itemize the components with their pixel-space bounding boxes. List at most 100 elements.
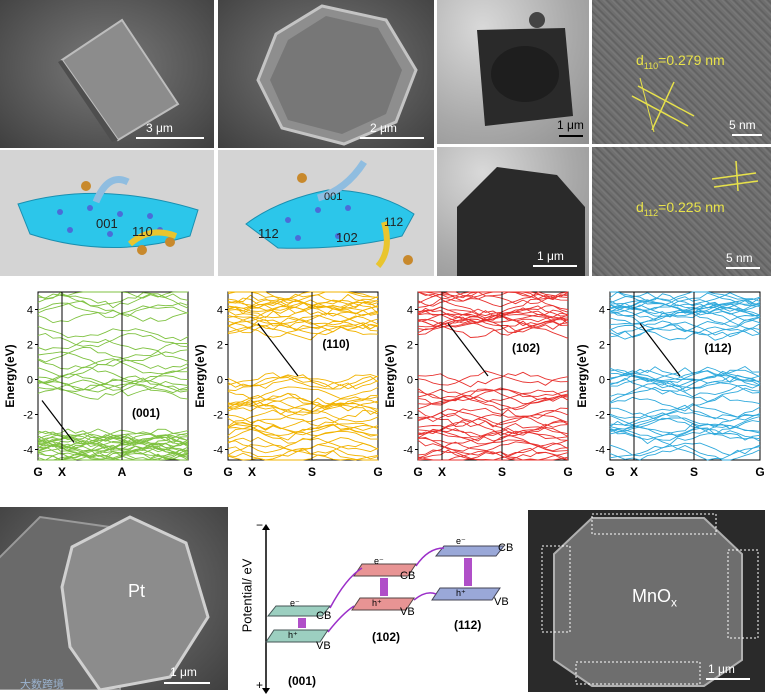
band-line (417, 308, 569, 325)
band-line (38, 450, 189, 461)
sem-image-pt: Pt 1 μm (0, 507, 228, 690)
kpoint-label: G (223, 465, 232, 479)
svg-text:001: 001 (324, 191, 342, 203)
band-line (37, 436, 189, 453)
y-tick-label: 2 (27, 340, 33, 352)
band-line (609, 303, 761, 317)
band-line (227, 319, 379, 335)
band-line (417, 427, 569, 442)
transition-arrow (257, 323, 299, 377)
kpoint-label: S (690, 465, 698, 479)
band-line (609, 319, 761, 336)
band-line (609, 377, 761, 395)
band-line (227, 408, 379, 423)
band-line (609, 370, 761, 388)
band-line (609, 429, 761, 446)
band-line (609, 312, 761, 327)
y-tick-label: 0 (599, 375, 605, 387)
y-tick-label: 0 (217, 375, 223, 387)
band-line (609, 412, 761, 428)
y-tick-label: -2 (403, 410, 413, 422)
y-tick-label: -2 (595, 410, 605, 422)
band-line (37, 428, 189, 444)
band-line (37, 300, 189, 317)
band-line (417, 394, 569, 411)
level-001-e: e⁻ (290, 598, 300, 608)
band-line (227, 320, 379, 338)
band-line (37, 443, 189, 460)
schematic-minus: − (256, 518, 264, 532)
scale-bar (533, 265, 577, 267)
band-line (417, 449, 569, 461)
level-102-vb: VB (400, 606, 415, 618)
octagon-slab-diagram: 001 112 102 112 (245, 160, 415, 268)
level-112-cb: CB (498, 542, 514, 554)
y-tick-label: 0 (407, 375, 413, 387)
lattice-markers (711, 160, 759, 192)
kpoint-label: S (308, 465, 316, 479)
band-plot-ylabel: Energy(eV) (383, 344, 397, 407)
kpoint-label: G (33, 465, 42, 479)
band-line (37, 429, 189, 445)
band-line (609, 445, 761, 461)
band-line (227, 323, 379, 341)
tem-octagon-particle (457, 167, 585, 276)
level-112-h: h⁺ (456, 588, 466, 598)
band-line (227, 302, 379, 319)
band-line (227, 436, 379, 453)
band-line (609, 369, 761, 387)
kpoint-label: G (605, 465, 614, 479)
facet-diagram-cube: 001 110 (0, 150, 214, 276)
y-tick-label: -4 (213, 445, 223, 457)
sem-image-mnox: MnOx 1 μm (528, 510, 765, 692)
band-line (609, 320, 761, 335)
level-112-label: (112) (454, 618, 482, 632)
band-line (38, 451, 189, 461)
band-line (37, 346, 189, 363)
band-line (37, 438, 189, 456)
scale-bar (360, 137, 424, 139)
kpoint-label: G (183, 465, 192, 479)
schematic-ylabel: Potential/ eV (239, 558, 255, 633)
band-line (609, 324, 761, 341)
particle-label: MnOx (632, 586, 678, 610)
transition-arrow (41, 400, 75, 443)
facet-diagram-octagon: 001 112 102 112 (218, 150, 434, 276)
band-line (417, 441, 569, 459)
pt-particles (0, 515, 210, 690)
level-112-vb: VB (494, 596, 509, 608)
scale-label: 5 nm (729, 118, 756, 132)
particle-label: Pt (128, 581, 146, 601)
scale-bar (732, 134, 762, 136)
watermark-text: 大数跨境 (20, 679, 64, 691)
band-line (227, 450, 378, 461)
svg-text:112: 112 (258, 226, 279, 241)
level-001-h: h⁺ (288, 630, 298, 640)
band-line (227, 394, 379, 412)
scale-label: 1 μm (708, 662, 735, 676)
facet-label: (001) (132, 406, 160, 420)
kpoint-label: A (118, 465, 127, 479)
scale-bar (706, 678, 750, 680)
band-line (417, 451, 569, 461)
band-line (227, 293, 379, 309)
y-tick-label: 2 (599, 340, 605, 352)
band-line (609, 386, 761, 403)
band-line (609, 417, 761, 436)
band-line (227, 400, 379, 416)
band-line (417, 291, 569, 308)
band-line (417, 298, 569, 317)
y-tick-label: 4 (217, 305, 223, 317)
band-line (227, 302, 379, 318)
band-line (417, 408, 569, 427)
band-line (417, 388, 569, 406)
y-tick-label: -4 (403, 445, 413, 457)
band-line (227, 437, 379, 454)
band-line (609, 291, 761, 307)
band-line (227, 372, 379, 388)
facet-label: (112) (704, 341, 731, 355)
band-line (37, 379, 189, 397)
tem-cube-particle (477, 12, 573, 126)
band-line (609, 301, 761, 319)
level-102-h: h⁺ (372, 598, 382, 608)
